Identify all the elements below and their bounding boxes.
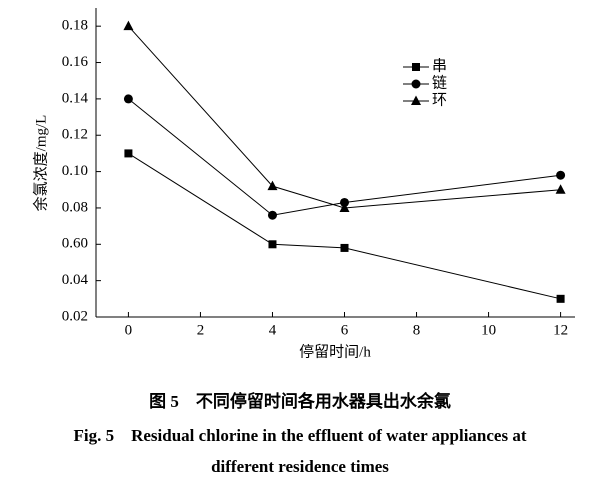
- marker: [556, 294, 565, 303]
- y-tick-label: 0.18: [62, 18, 88, 34]
- series-line: [128, 25, 561, 209]
- marker: [267, 180, 278, 191]
- x-tick-label: 12: [553, 322, 568, 338]
- legend-label: 链: [432, 74, 447, 91]
- x-tick-label: 4: [269, 322, 277, 338]
- legend-label: 串: [432, 57, 447, 74]
- y-tick-label: 0.14: [62, 90, 89, 106]
- marker: [123, 20, 134, 31]
- legend-label: 环: [432, 92, 447, 108]
- y-tick-label: 0.16: [62, 54, 89, 70]
- marker: [267, 210, 277, 220]
- y-tick-label: 0.10: [62, 163, 88, 179]
- x-tick-label: 0: [125, 322, 133, 338]
- y-tick-label: 0.04: [62, 272, 89, 288]
- marker: [340, 243, 349, 252]
- y-axis-label: 余氯浓度/mg/L: [31, 115, 49, 212]
- caption: 图 5 不同停留时间各用水器具出水余氯: [149, 391, 451, 411]
- series-line: [128, 98, 561, 216]
- legend-marker: [412, 63, 420, 71]
- caption-en: Fig. 5 Residual chlorine in the effluent…: [74, 426, 527, 445]
- x-tick-label: 8: [413, 322, 421, 338]
- marker: [555, 184, 566, 194]
- marker: [268, 240, 277, 249]
- marker: [123, 94, 133, 104]
- legend-marker: [411, 95, 421, 105]
- series-line: [128, 152, 561, 300]
- caption-en: different residence times: [211, 457, 389, 476]
- x-tick-label: 6: [341, 322, 349, 338]
- marker: [556, 170, 566, 180]
- marker: [339, 202, 350, 212]
- x-tick-label: 10: [481, 322, 496, 338]
- x-axis-label: 停留时间/h: [299, 343, 371, 360]
- y-tick-label: 0.08: [62, 199, 88, 215]
- legend-marker: [411, 79, 421, 89]
- marker: [124, 149, 133, 158]
- y-tick-label: 0.60: [62, 236, 88, 252]
- x-tick-label: 2: [197, 322, 205, 338]
- y-tick-label: 0.12: [62, 127, 88, 143]
- y-tick-label: 0.02: [62, 308, 88, 324]
